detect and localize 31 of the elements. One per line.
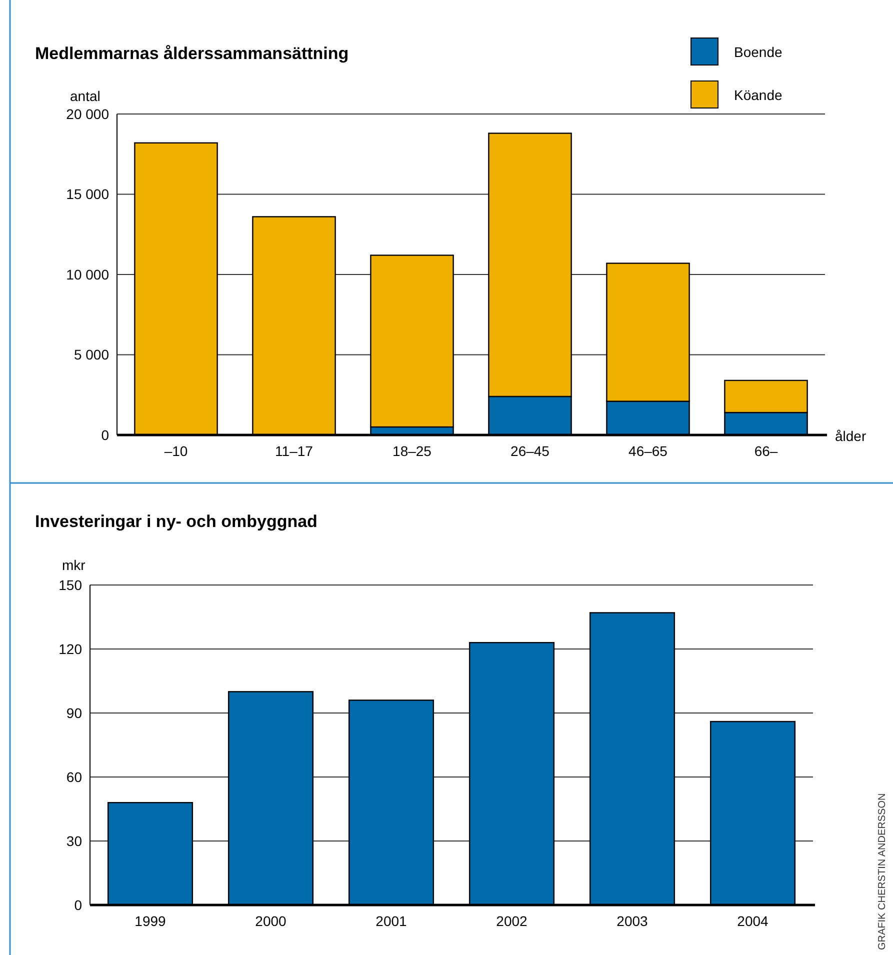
x-tick-label: 66– — [754, 443, 778, 459]
legend-label: Boende — [734, 44, 782, 60]
y-axis-title: mkr — [62, 557, 86, 573]
y-tick-label: 90 — [66, 704, 82, 721]
y-tick-label: 120 — [58, 640, 82, 657]
x-tick-label: 2003 — [616, 913, 648, 929]
y-tick-label: 15 000 — [66, 186, 110, 202]
x-tick-label: 18–25 — [392, 443, 432, 459]
y-axis-title: antal — [70, 88, 100, 104]
x-tick-label: 11–17 — [275, 443, 314, 459]
text: GRAFIK CHERSTIN ANDERSSON — [877, 793, 888, 950]
chart-title: Investeringar i ny- och ombyggnad — [35, 512, 318, 531]
legend-label: Köande — [734, 86, 782, 103]
chart-title: Medlemmarnas ålderssammansättning — [35, 44, 349, 63]
x-tick-label: 2002 — [496, 913, 528, 929]
y-tick-label: 0 — [101, 426, 110, 443]
y-tick-label: 10 000 — [66, 266, 110, 282]
y-tick-label: 30 — [66, 832, 82, 849]
y-tick-label: 150 — [58, 576, 82, 593]
x-tick-label: 2000 — [255, 913, 287, 929]
x-tick-label: 26–45 — [510, 443, 550, 459]
x-tick-label: 2001 — [376, 913, 408, 929]
y-tick-label: 5 000 — [74, 346, 110, 363]
x-tick-label: 1999 — [134, 913, 166, 929]
x-tick-label: 46–65 — [628, 443, 668, 459]
y-tick-label: 20 000 — [66, 106, 110, 122]
y-tick-label: 0 — [74, 896, 82, 913]
x-tick-label: 2004 — [737, 913, 769, 929]
x-axis-title: ålder — [835, 428, 866, 444]
x-tick-label: –10 — [164, 443, 188, 459]
y-tick-label: 60 — [66, 768, 82, 785]
